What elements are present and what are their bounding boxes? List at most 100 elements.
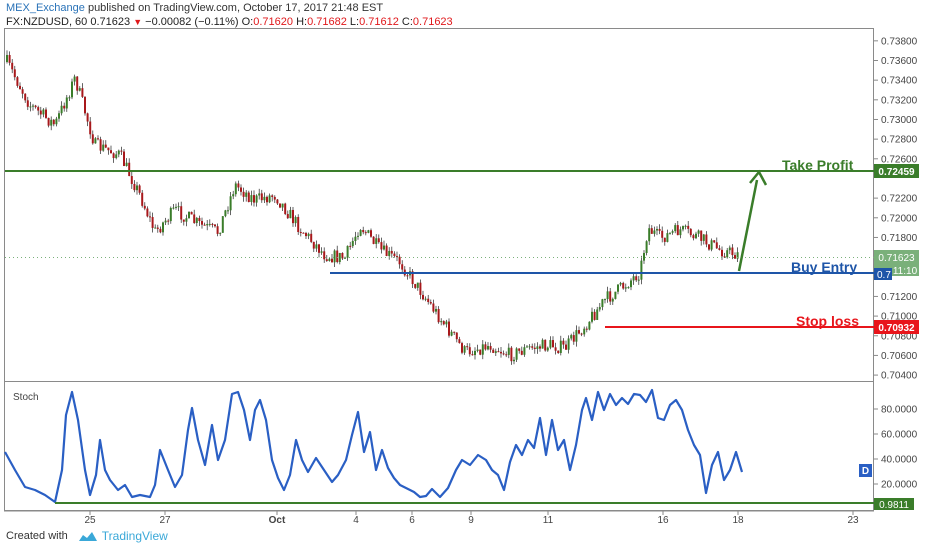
candle — [136, 181, 138, 195]
candle — [128, 158, 131, 177]
time-axis[interactable]: 25 27 Oct 4 6 9 11 16 18 23 — [84, 511, 859, 526]
candle — [68, 95, 71, 102]
price-axis[interactable]: 0.73800 0.73600 0.73400 0.73200 0.73000 0.728… — [874, 36, 918, 382]
candle — [102, 140, 105, 152]
bar-countdown: 11:10 — [893, 266, 918, 277]
candle — [219, 232, 222, 236]
candle — [52, 118, 55, 127]
candle — [474, 347, 476, 360]
candle — [182, 219, 185, 226]
candle — [562, 338, 565, 349]
candle — [84, 96, 86, 116]
tradingview-wordmark: TradingView — [101, 529, 168, 543]
author-link[interactable]: MEX_Exchange — [6, 2, 85, 14]
candle — [266, 195, 268, 206]
candle — [601, 298, 604, 311]
price-tick-label: 0.73600 — [881, 56, 918, 67]
candle — [606, 286, 609, 303]
candle — [323, 247, 326, 263]
buy-entry-price-partial: 0.7 — [877, 270, 891, 281]
candle — [455, 332, 458, 343]
candle — [684, 224, 687, 230]
candle — [60, 101, 63, 116]
candle — [338, 252, 341, 265]
candle — [188, 211, 190, 219]
candle — [364, 230, 367, 236]
candle — [307, 232, 310, 240]
candle — [637, 275, 640, 285]
time-tick-label: 16 — [657, 515, 669, 526]
price-tick-label: 0.70800 — [881, 331, 918, 342]
candle — [149, 211, 151, 223]
candle — [390, 246, 393, 258]
candle — [437, 306, 440, 324]
candle — [125, 158, 128, 167]
candle — [648, 224, 651, 245]
candle — [354, 231, 357, 245]
candle — [117, 149, 120, 158]
candle — [570, 333, 573, 341]
price-tick-label: 0.72200 — [881, 194, 918, 205]
candle — [234, 181, 237, 197]
stoch-d-badge: D — [859, 464, 872, 477]
candle — [458, 336, 461, 344]
candle — [479, 349, 482, 356]
candle — [471, 350, 474, 356]
price-tick-label: 0.73000 — [881, 115, 918, 126]
candle — [492, 348, 495, 354]
candle — [676, 220, 679, 236]
candle — [294, 215, 297, 227]
candle — [575, 325, 578, 347]
open-value: 0.71620 — [253, 16, 293, 28]
candle — [211, 222, 214, 228]
candle — [432, 299, 435, 314]
candle — [583, 326, 586, 337]
take-profit-badge: 0.72459 — [874, 164, 919, 178]
candle — [513, 356, 515, 365]
candle — [643, 250, 645, 264]
stoch-level-value: 0.9811 — [879, 500, 909, 511]
tradingview-logo[interactable]: TradingView — [78, 529, 168, 543]
candle — [276, 198, 279, 205]
candle — [271, 194, 274, 202]
candle — [318, 243, 320, 258]
candle — [13, 65, 16, 81]
candle — [19, 82, 21, 90]
candle — [549, 336, 552, 350]
time-tick-label: 9 — [468, 515, 474, 526]
candle — [237, 180, 240, 192]
candle — [151, 212, 154, 233]
candle — [424, 296, 427, 302]
candle — [507, 343, 510, 359]
candle — [185, 214, 188, 227]
candle — [162, 221, 164, 236]
candle — [632, 273, 635, 285]
buy-entry-label: Buy Entry — [791, 259, 857, 275]
candle — [258, 188, 261, 200]
candle — [461, 341, 463, 355]
candle — [320, 247, 323, 255]
candle — [398, 254, 401, 269]
candle — [133, 180, 136, 193]
candle — [55, 116, 58, 127]
candle — [565, 340, 567, 350]
candle — [468, 343, 471, 357]
publish-header: MEX_Exchange published on TradingView.co… — [6, 2, 383, 14]
candle — [416, 282, 419, 291]
candle — [622, 281, 625, 290]
candle — [546, 346, 549, 352]
projection-arrow-head-icon — [749, 169, 768, 186]
candle — [715, 237, 718, 249]
candle — [541, 338, 544, 349]
candle — [208, 219, 211, 227]
change-value: −0.00082 (−0.11%) — [145, 16, 239, 28]
candle — [268, 193, 271, 204]
candle — [630, 278, 632, 291]
candle — [422, 290, 424, 301]
candle — [505, 351, 508, 358]
publish-info: published on TradingView.com, October 17… — [84, 2, 384, 14]
candle — [674, 223, 677, 234]
candle — [97, 135, 99, 141]
candle — [16, 75, 19, 88]
